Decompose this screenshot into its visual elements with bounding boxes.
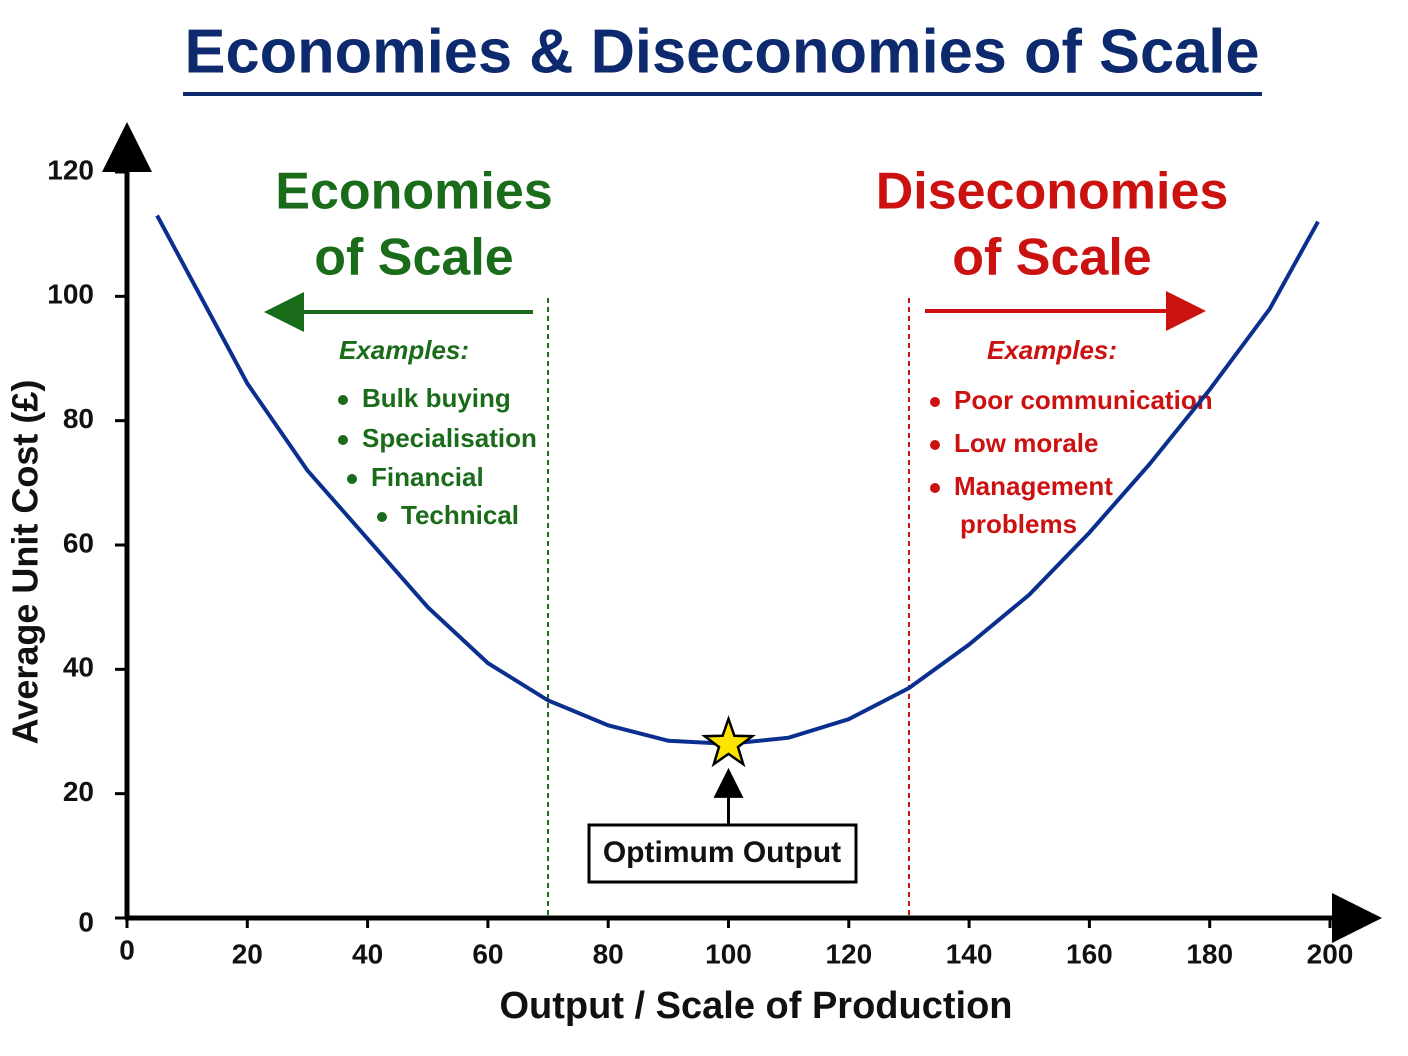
- y-tick-label: 60: [63, 527, 94, 558]
- y-tick-label: 0: [78, 906, 94, 937]
- x-tick-label: 60: [472, 938, 503, 969]
- y-tick-label: 40: [63, 652, 94, 683]
- x-tick-label: 80: [593, 938, 624, 969]
- bullet: [930, 397, 940, 407]
- region-title: Economies: [275, 163, 552, 221]
- bullet: [377, 512, 387, 522]
- bullet: [338, 395, 348, 405]
- x-tick-label: 200: [1307, 938, 1354, 969]
- x-tick-label: 120: [825, 938, 872, 969]
- y-tick-label: 20: [63, 776, 94, 807]
- example-item: Bulk buying: [362, 383, 511, 413]
- bullet: [930, 440, 940, 450]
- chart-title: Economies & Diseconomies of Scale: [185, 17, 1260, 86]
- bullet: [347, 474, 357, 484]
- y-tick-label: 100: [47, 279, 94, 310]
- x-tick-label: 40: [352, 938, 383, 969]
- x-tick-label: 140: [946, 938, 993, 969]
- region-title: Diseconomies: [876, 163, 1229, 221]
- example-item: Technical: [401, 500, 519, 530]
- x-axis-title: Output / Scale of Production: [500, 985, 1013, 1027]
- bullet: [930, 483, 940, 493]
- example-item: Financial: [371, 462, 484, 492]
- example-item: Low morale: [954, 428, 1098, 458]
- y-axis-title: Average Unit Cost (£): [5, 380, 46, 745]
- x-tick-label: 180: [1186, 938, 1233, 969]
- example-item: problems: [960, 509, 1077, 539]
- x-tick-label: 0: [119, 934, 135, 965]
- bullet: [338, 435, 348, 445]
- optimum-label: Optimum Output: [603, 836, 841, 869]
- example-item: Poor communication: [954, 385, 1213, 415]
- example-item: Specialisation: [362, 423, 537, 453]
- region-title: of Scale: [952, 229, 1151, 287]
- examples-label: Examples:: [339, 335, 469, 365]
- x-tick-label: 20: [232, 938, 263, 969]
- example-item: Management: [954, 471, 1113, 501]
- optimum-box: [587, 823, 858, 884]
- y-tick-label: 120: [47, 154, 94, 185]
- x-tick-label: 160: [1066, 938, 1113, 969]
- region-title: of Scale: [314, 229, 513, 287]
- optimum-star: [701, 715, 756, 768]
- cost-curve: [155, 214, 1320, 746]
- examples-label: Examples:: [987, 335, 1117, 365]
- y-tick-label: 80: [63, 403, 94, 434]
- x-tick-label: 100: [705, 938, 752, 969]
